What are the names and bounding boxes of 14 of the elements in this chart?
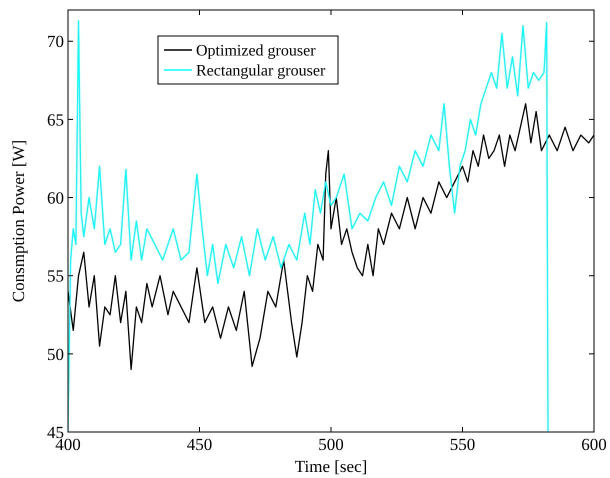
y-tick-label: 65 — [47, 110, 64, 130]
legend-label: Optimized grouser — [196, 42, 316, 60]
x-tick-label: 550 — [450, 435, 476, 454]
x-tick-label: 500 — [318, 435, 344, 454]
y-tick-label: 50 — [47, 344, 64, 364]
y-tick-label: 60 — [47, 188, 64, 208]
legend-label: Rectangular grouser — [196, 62, 326, 80]
y-tick-label: 70 — [47, 32, 64, 52]
x-axis-title: Time [sec] — [294, 457, 368, 476]
y-axis-title: Consmption Power [W] — [9, 140, 28, 302]
y-tick-label: 55 — [47, 266, 64, 286]
x-tick-label: 450 — [186, 435, 212, 454]
x-tick-label: 600 — [581, 435, 607, 454]
line-series — [68, 20, 549, 432]
